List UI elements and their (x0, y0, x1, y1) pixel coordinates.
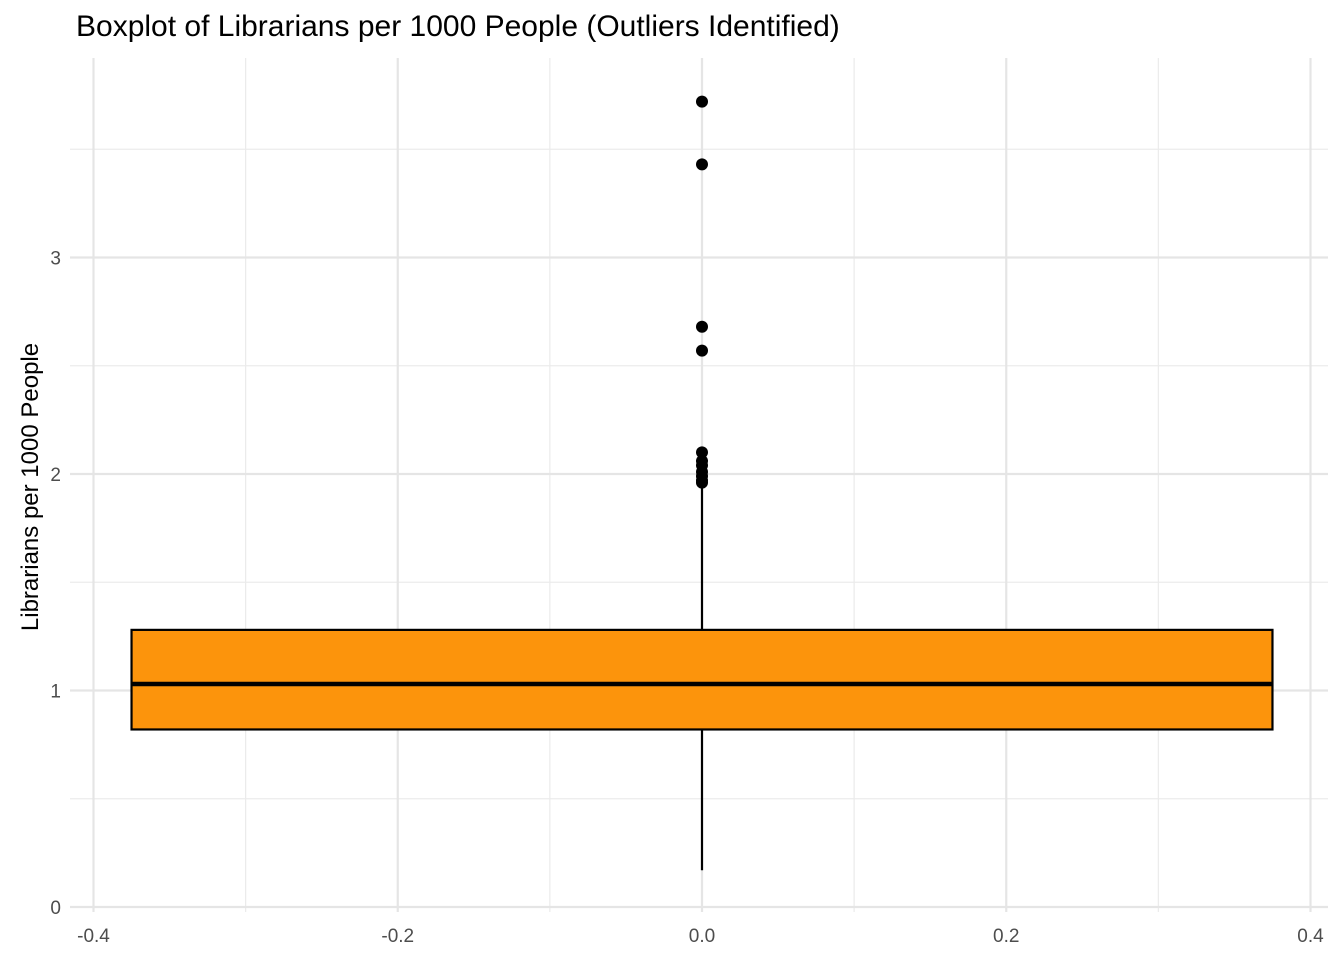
minor-gridlines (70, 58, 1328, 912)
x-tick-label: 0.4 (1297, 926, 1324, 947)
y-axis-ticks: 0 1 2 3 (50, 249, 61, 920)
box-group (130, 484, 1274, 871)
y-tick-label: 1 (50, 682, 61, 703)
y-tick-label: 0 (50, 898, 61, 919)
outlier-point (696, 158, 708, 171)
outlier-point (696, 446, 708, 459)
outlier-point (696, 320, 708, 333)
x-tick-label: -0.2 (381, 926, 414, 947)
y-tick-label: 3 (50, 249, 61, 270)
outlier-point (696, 95, 708, 108)
iqr-box (130, 628, 1274, 731)
outlier-point (696, 476, 708, 489)
x-axis-ticks: -0.4 -0.2 0.0 0.2 0.4 (77, 926, 1324, 947)
outlier-points (696, 95, 708, 489)
x-tick-label: 0.0 (689, 926, 715, 947)
chart-title: Boxplot of Librarians per 1000 People (O… (76, 10, 840, 43)
outlier-point (696, 344, 708, 357)
x-tick-label: 0.2 (993, 926, 1019, 947)
y-tick-label: 2 (50, 465, 61, 486)
x-tick-label: -0.4 (77, 926, 110, 947)
